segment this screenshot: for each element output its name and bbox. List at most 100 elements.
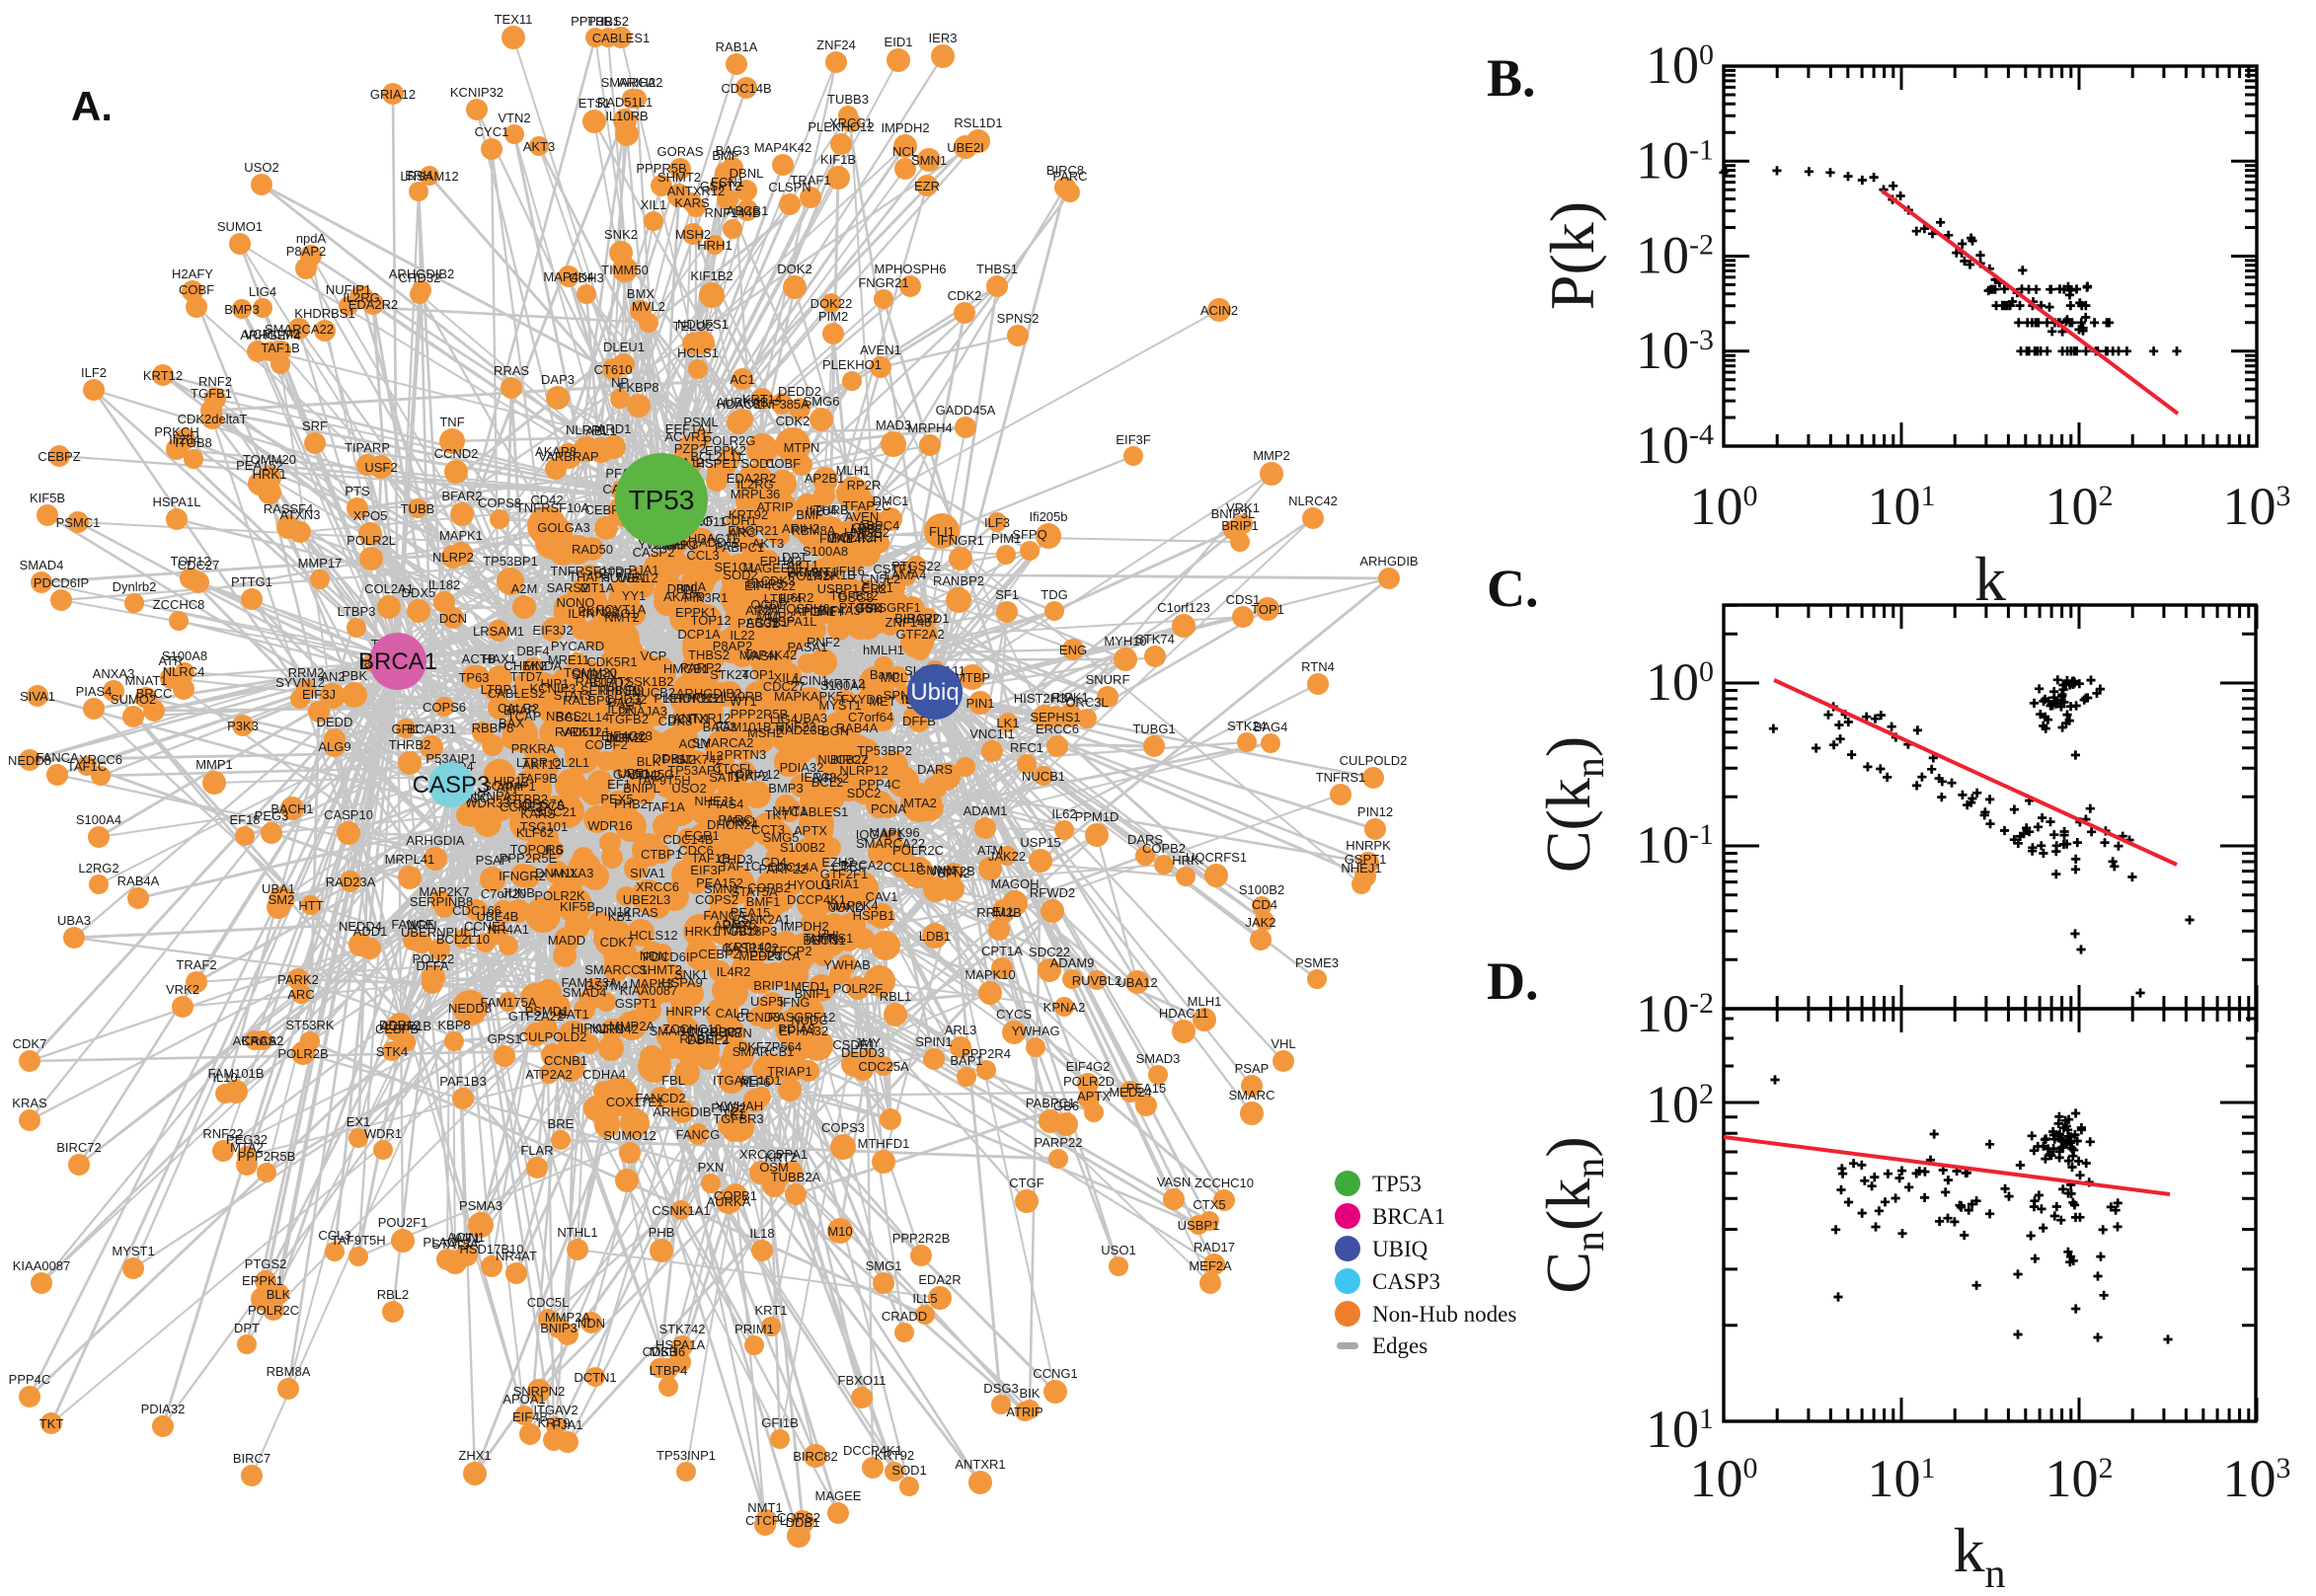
- svg-text:ZCCHC10: ZCCHC10: [662, 1022, 722, 1036]
- svg-text:ACIN2: ACIN2: [1200, 303, 1238, 318]
- svg-text:DFFA: DFFA: [416, 958, 449, 973]
- svg-text:BRCA1: BRCA1: [1372, 1204, 1445, 1229]
- svg-text:USP5: USP5: [750, 994, 784, 1009]
- svg-text:CSTF1: CSTF1: [873, 562, 913, 576]
- svg-text:PIM2: PIM2: [818, 309, 848, 324]
- svg-text:MAP4K4: MAP4K4: [543, 269, 593, 284]
- svg-text:MED24: MED24: [738, 949, 781, 963]
- svg-text:PARP2: PARP2: [680, 660, 722, 675]
- svg-text:EIF4G22: EIF4G22: [744, 578, 796, 593]
- svg-text:HSPA9: HSPA9: [661, 975, 703, 990]
- svg-text:ATF3: ATF3: [809, 933, 839, 948]
- svg-text:PSME3: PSME3: [1295, 955, 1339, 970]
- svg-text:GB6: GB6: [1053, 1099, 1079, 1113]
- svg-text:IL4R: IL4R: [568, 606, 594, 621]
- svg-text:TRIAP1: TRIAP1: [767, 1064, 812, 1079]
- svg-text:TGFB2: TGFB2: [607, 712, 649, 726]
- svg-text:ARC: ARC: [287, 987, 314, 1002]
- svg-text:FBXO11: FBXO11: [838, 1373, 887, 1388]
- svg-text:DOK2: DOK2: [777, 262, 811, 276]
- svg-text:LRSAM1: LRSAM1: [473, 624, 524, 639]
- svg-text:PEA152: PEA152: [696, 875, 743, 890]
- svg-text:ACVR1B: ACVR1B: [380, 1019, 431, 1033]
- svg-text:KRT12: KRT12: [143, 368, 183, 383]
- svg-text:FXYD6: FXYD6: [841, 692, 883, 707]
- svg-text:EIF4B: EIF4B: [512, 1409, 548, 1424]
- svg-text:101: 101: [1646, 1400, 1714, 1459]
- svg-text:FAM175A: FAM175A: [480, 995, 536, 1010]
- svg-text:POLR2G: POLR2G: [704, 433, 756, 448]
- svg-text:AURKA: AURKA: [707, 1194, 751, 1209]
- svg-text:IL22: IL22: [730, 628, 754, 643]
- svg-text:LIG4: LIG4: [770, 712, 798, 726]
- svg-text:ST53RK: ST53RK: [285, 1018, 334, 1032]
- svg-text:TUBB3: TUBB3: [827, 92, 869, 107]
- svg-text:SMARC: SMARC: [1229, 1088, 1275, 1102]
- svg-text:THBS1: THBS1: [597, 683, 639, 698]
- svg-text:PPPR5B: PPPR5B: [636, 161, 686, 176]
- svg-text:RRM2B: RRM2B: [976, 905, 1022, 920]
- svg-text:LDB1: LDB1: [919, 929, 952, 944]
- svg-text:DDB12: DDB12: [379, 1018, 421, 1032]
- svg-text:SAT1: SAT1: [709, 770, 740, 785]
- svg-text:SERPINB8: SERPINB8: [410, 894, 473, 909]
- svg-text:ARHGDIB: ARHGDIB: [1359, 554, 1418, 569]
- svg-text:RASSF4: RASSF4: [264, 501, 314, 516]
- svg-text:POU22: POU22: [413, 951, 455, 966]
- svg-text:PEG32: PEG32: [737, 616, 779, 631]
- svg-text:DARS: DARS: [1127, 832, 1163, 847]
- svg-text:ITGAV: ITGAV: [713, 1073, 750, 1088]
- svg-text:POLR2F: POLR2F: [833, 981, 884, 996]
- svg-text:RRM2: RRM2: [288, 665, 325, 680]
- svg-text:AKAP8: AKAP8: [535, 444, 577, 459]
- svg-text:MT1A: MT1A: [580, 580, 615, 595]
- svg-text:OCDP: OCDP: [750, 597, 788, 612]
- svg-text:DPT: DPT: [782, 550, 808, 565]
- svg-text:SMG6: SMG6: [804, 394, 840, 409]
- svg-text:HRK1: HRK1: [685, 924, 720, 939]
- svg-text:BCL2L14: BCL2L14: [556, 710, 609, 724]
- svg-text:BFAR: BFAR: [503, 703, 537, 718]
- svg-text:MPHOSPH6: MPHOSPH6: [758, 601, 830, 616]
- svg-text:RBL2: RBL2: [377, 1287, 410, 1302]
- svg-text:EID1: EID1: [885, 35, 913, 49]
- svg-text:CCND2: CCND2: [434, 446, 479, 461]
- svg-text:BIRC82: BIRC82: [793, 1449, 838, 1464]
- svg-text:VRK1: VRK1: [724, 814, 757, 829]
- svg-text:RASGRF12: RASGRF12: [768, 1010, 836, 1025]
- svg-text:CDS1: CDS1: [1226, 592, 1261, 607]
- svg-text:PEA15: PEA15: [1126, 1081, 1166, 1096]
- svg-text:CTX5: CTX5: [1193, 1197, 1225, 1212]
- svg-text:BARD1: BARD1: [906, 611, 949, 626]
- svg-text:CYCS: CYCS: [996, 1007, 1032, 1022]
- svg-text:TNFRSF10A: TNFRSF10A: [516, 500, 590, 515]
- svg-text:IER3: IER3: [929, 31, 958, 45]
- svg-text:DCTN1: DCTN1: [667, 712, 710, 726]
- svg-text:ADAM1: ADAM1: [964, 803, 1008, 818]
- svg-text:100: 100: [1690, 477, 1758, 536]
- svg-text:BIRC72: BIRC72: [894, 611, 940, 626]
- svg-text:APTX: APTX: [1077, 1089, 1111, 1103]
- svg-text:EPHA32: EPHA32: [779, 1024, 828, 1038]
- svg-text:PJA1: PJA1: [552, 1417, 582, 1432]
- svg-text:VASN: VASN: [744, 648, 778, 663]
- svg-text:102: 102: [1646, 1075, 1714, 1134]
- svg-text:100: 100: [1646, 652, 1714, 712]
- svg-text:AKT1: AKT1: [787, 558, 819, 572]
- svg-text:MMP2A: MMP2A: [545, 1310, 591, 1325]
- svg-text:TKT: TKT: [39, 1416, 64, 1431]
- svg-text:ATR: ATR: [158, 653, 183, 668]
- svg-text:FANCD2: FANCD2: [635, 1091, 685, 1105]
- svg-text:MAP2K7: MAP2K7: [419, 884, 469, 899]
- svg-text:WDR33: WDR33: [465, 796, 510, 810]
- svg-text:H2AFY: H2AFY: [804, 604, 845, 619]
- svg-text:EZR: EZR: [914, 179, 940, 193]
- svg-text:COPS8: COPS8: [478, 495, 521, 510]
- svg-text:SMG1: SMG1: [866, 1258, 902, 1273]
- svg-text:10-2: 10-2: [1636, 226, 1714, 285]
- svg-text:CCT3: CCT3: [751, 822, 785, 837]
- svg-text:EGR1: EGR1: [684, 828, 719, 843]
- svg-text:ATXN3: ATXN3: [280, 507, 321, 522]
- svg-text:EF18: EF18: [229, 812, 260, 827]
- svg-text:IL18: IL18: [749, 1226, 774, 1241]
